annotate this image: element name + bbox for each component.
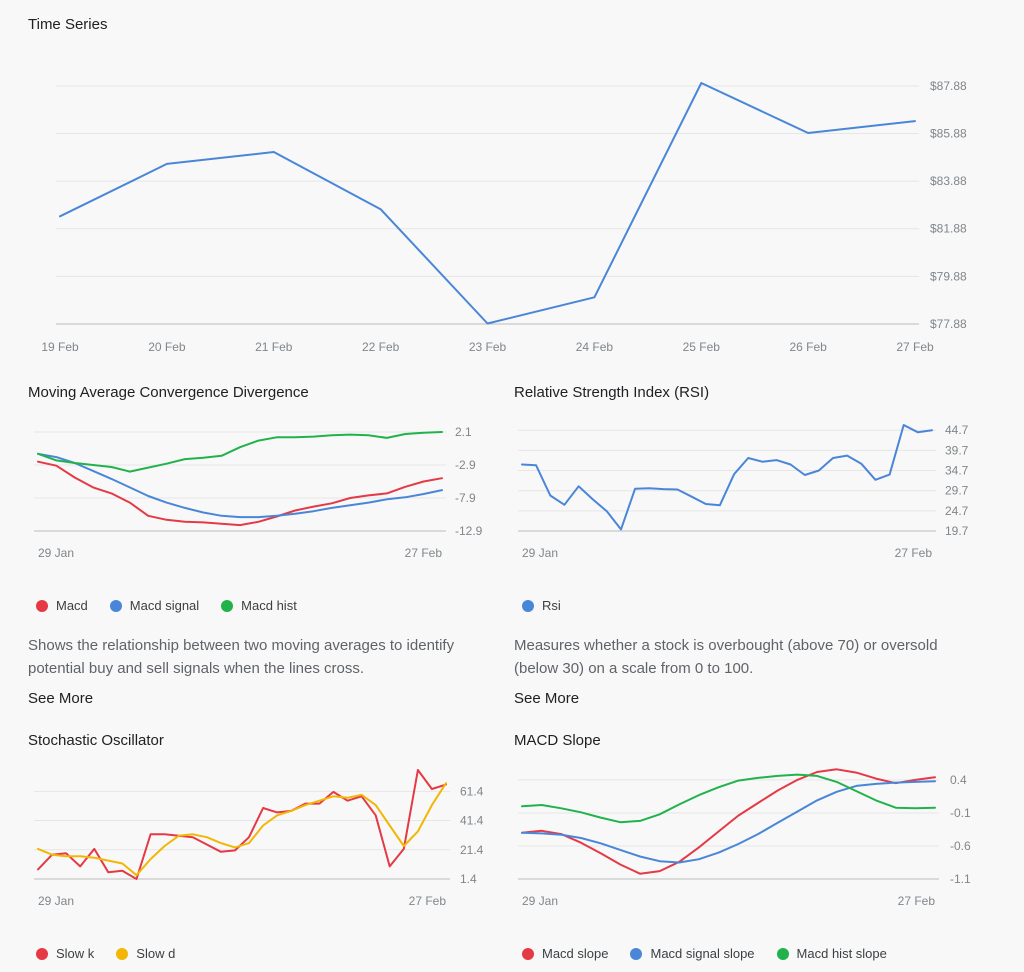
macd-series-macd-hist [37, 431, 443, 473]
legend-item-macd-hist-slope[interactable]: Macd hist slope [776, 946, 887, 961]
macd-series-macd [37, 460, 443, 527]
time-series-xtick-label: 24 Feb [576, 340, 614, 354]
time-series-ytick-label: $87.88 [930, 79, 967, 93]
green-dot-icon [776, 947, 789, 960]
yellow-dot-icon [116, 947, 129, 960]
stochastic-ytick-label: 41.4 [460, 814, 484, 828]
legend-label: Macd signal slope [650, 946, 755, 961]
time-series-xtick-label: 20 Feb [148, 340, 186, 354]
rsi-legend: Rsi [522, 598, 561, 613]
time-series-title: Time Series [28, 16, 108, 33]
stochastic-title: Stochastic Oscillator [28, 732, 164, 749]
macd-ytick-label: -12.9 [455, 524, 483, 538]
time-series-xtick-label: 26 Feb [789, 340, 827, 354]
time-series-ytick-label: $77.88 [930, 317, 967, 331]
blue-dot-icon [109, 599, 122, 612]
time-series-xtick-label: 21 Feb [255, 340, 293, 354]
macd-xtick-label: 29 Jan [38, 546, 74, 560]
stochastic-ytick-label: 21.4 [460, 843, 484, 857]
stochastic-ytick-label: 1.4 [460, 872, 477, 886]
rsi-see-more-link[interactable]: See More [514, 690, 580, 707]
rsi-ytick-label: 39.7 [945, 443, 969, 457]
macd-slope-ytick-label: -0.1 [950, 806, 971, 820]
red-dot-icon [522, 947, 534, 960]
green-dot-icon [221, 599, 234, 612]
legend-label: Macd [56, 598, 88, 613]
rsi-series-rsi [521, 424, 933, 531]
time-series-xtick-label: 25 Feb [683, 340, 721, 354]
legend-label: Macd hist slope [796, 946, 887, 961]
legend-item-macd-hist[interactable]: Macd hist [221, 598, 297, 613]
time-series-series-price [59, 82, 916, 325]
macd-ytick-label: -2.9 [455, 458, 476, 472]
legend-item-slow-d[interactable]: Slow d [116, 946, 175, 961]
legend-item-rsi[interactable]: Rsi [522, 598, 561, 613]
rsi-ytick-label: 34.7 [945, 464, 969, 478]
rsi-xtick-label: 27 Feb [895, 546, 933, 560]
rsi-xtick-label: 29 Jan [522, 546, 558, 560]
time-series-ytick-label: $81.88 [930, 222, 967, 236]
legend-label: Macd signal [129, 598, 200, 613]
macd-title: Moving Average Convergence Divergence [28, 384, 309, 401]
macd-xtick-label: 27 Feb [405, 546, 443, 560]
legend-item-macd[interactable]: Macd [36, 598, 88, 613]
blue-dot-icon [522, 599, 534, 612]
macd-slope-ytick-label: -1.1 [950, 872, 971, 886]
macd-slope-series-macd-signal-slope [521, 780, 936, 864]
time-series-xtick-label: 22 Feb [362, 340, 400, 354]
macd-see-more-link[interactable]: See More [28, 690, 94, 707]
legend-label: Slow k [56, 946, 95, 961]
macd-legend: Macd Macd signal Macd hist [36, 598, 297, 613]
stochastic-series-slow-d [37, 782, 447, 877]
rsi-ytick-label: 44.7 [945, 423, 969, 437]
macd-slope-xtick-label: 29 Jan [522, 894, 558, 908]
macd-slope-ytick-label: 0.4 [950, 773, 967, 787]
stochastic-legend: Slow k Slow d [36, 946, 175, 961]
macd-slope-series-macd-slope [521, 768, 936, 875]
legend-label: Slow d [136, 946, 176, 961]
rsi-title: Relative Strength Index (RSI) [514, 384, 710, 401]
legend-item-slow-k[interactable]: Slow k [36, 946, 94, 961]
time-series-xtick-label: 23 Feb [469, 340, 507, 354]
blue-dot-icon [630, 947, 643, 960]
stochastic-xtick-label: 29 Jan [38, 894, 74, 908]
macd-slope-legend: Macd slope Macd signal slope Macd hist s… [522, 946, 887, 961]
macd-slope-xtick-label: 27 Feb [898, 894, 936, 908]
time-series-xtick-label: 19 Feb [41, 340, 79, 354]
time-series-ytick-label: $79.88 [930, 269, 967, 283]
rsi-ytick-label: 29.7 [945, 484, 969, 498]
legend-label: Rsi [542, 598, 561, 613]
macd-series-macd-signal [37, 452, 443, 519]
macd-ytick-label: 2.1 [455, 425, 472, 439]
rsi-description: Measures whether a stock is overbought (… [514, 637, 938, 677]
legend-label: Macd slope [542, 946, 609, 961]
legend-item-macd-signal-slope[interactable]: Macd signal slope [630, 946, 755, 961]
rsi-ytick-label: 19.7 [945, 524, 969, 538]
stochastic-series-slow-k [37, 769, 447, 880]
rsi-ytick-label: 24.7 [945, 504, 969, 518]
time-series-ytick-label: $85.88 [930, 126, 967, 140]
macd-ytick-label: -7.9 [455, 491, 476, 505]
red-dot-icon [36, 947, 48, 960]
legend-item-macd-slope[interactable]: Macd slope [522, 946, 608, 961]
macd-description: Shows the relationship between two movin… [28, 637, 455, 677]
legend-label: Macd hist [241, 598, 297, 613]
time-series-ytick-label: $83.88 [930, 174, 967, 188]
macd-slope-ytick-label: -0.6 [950, 839, 971, 853]
stochastic-xtick-label: 27 Feb [409, 894, 447, 908]
macd-slope-series-macd-hist-slope [521, 773, 936, 824]
macd-slope-title: MACD Slope [514, 732, 601, 749]
time-series-xtick-label: 27 Feb [896, 340, 934, 354]
legend-item-macd-signal[interactable]: Macd signal [109, 598, 200, 613]
red-dot-icon [36, 599, 48, 612]
stochastic-ytick-label: 61.4 [460, 784, 484, 798]
